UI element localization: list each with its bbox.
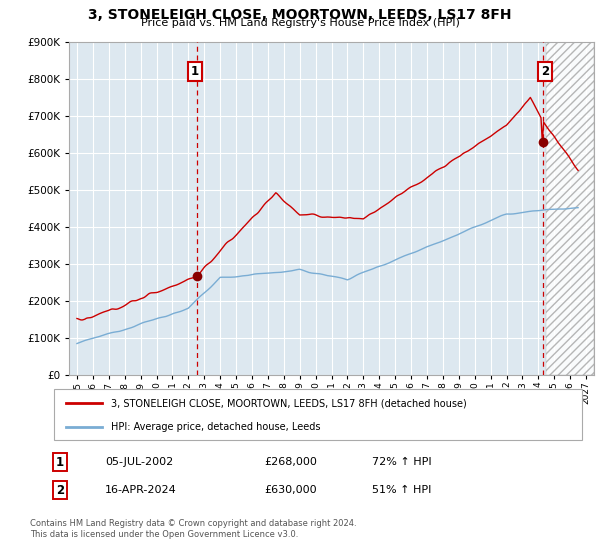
Text: 1: 1: [190, 65, 199, 78]
Text: 1: 1: [56, 455, 64, 469]
Text: 51% ↑ HPI: 51% ↑ HPI: [372, 485, 431, 495]
Text: £268,000: £268,000: [264, 457, 317, 467]
Text: 2: 2: [541, 65, 550, 78]
Text: Contains HM Land Registry data © Crown copyright and database right 2024.
This d: Contains HM Land Registry data © Crown c…: [30, 520, 356, 539]
Text: 2: 2: [56, 483, 64, 497]
Text: 72% ↑ HPI: 72% ↑ HPI: [372, 457, 431, 467]
Text: 3, STONELEIGH CLOSE, MOORTOWN, LEEDS, LS17 8FH: 3, STONELEIGH CLOSE, MOORTOWN, LEEDS, LS…: [88, 8, 512, 22]
Text: 16-APR-2024: 16-APR-2024: [105, 485, 177, 495]
Text: HPI: Average price, detached house, Leeds: HPI: Average price, detached house, Leed…: [111, 422, 320, 432]
Bar: [546, 42, 594, 375]
Text: Price paid vs. HM Land Registry's House Price Index (HPI): Price paid vs. HM Land Registry's House …: [140, 18, 460, 29]
Text: 3, STONELEIGH CLOSE, MOORTOWN, LEEDS, LS17 8FH (detached house): 3, STONELEIGH CLOSE, MOORTOWN, LEEDS, LS…: [111, 398, 467, 408]
Text: 05-JUL-2002: 05-JUL-2002: [105, 457, 173, 467]
Text: £630,000: £630,000: [264, 485, 317, 495]
